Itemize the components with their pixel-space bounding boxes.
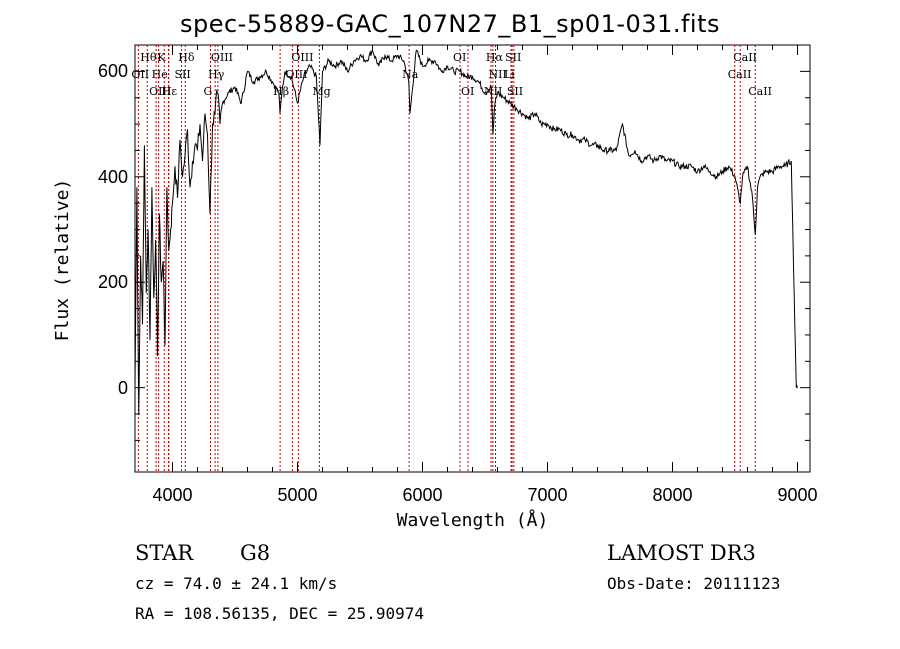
line-label: Na (402, 68, 419, 81)
y-axis-label: Flux (relative) (52, 178, 73, 342)
line-label: CaII (727, 68, 752, 81)
x-tick-label: 6000 (402, 485, 443, 505)
y-tick-label: 0 (117, 377, 128, 398)
line-label: OIII (210, 51, 233, 64)
line-label: OIII (291, 51, 314, 64)
line-label: Hθ (140, 51, 157, 64)
line-label: Mg (312, 85, 331, 98)
line-label: OI (453, 51, 467, 64)
coordinates: RA = 108.56135, DEC = 25.90974 (135, 604, 424, 623)
line-label: G (203, 85, 213, 98)
x-tick-label: 8000 (652, 485, 693, 505)
object-subclass: G8 (240, 541, 271, 565)
line-label: Li (504, 68, 515, 81)
x-tick-label: 5000 (277, 485, 318, 505)
plot-frame (134, 44, 811, 473)
line-label: OIII (285, 68, 308, 81)
obs-date: Obs-Date: 20111123 (607, 574, 781, 593)
x-tick-label: 9000 (777, 485, 818, 505)
y-tick-label: 200 (97, 272, 128, 293)
redshift-readout: cz = 74.0 ± 24.1 km/s (135, 574, 338, 593)
line-label: SII (505, 51, 522, 64)
line-label: H (161, 85, 172, 98)
chart-title: spec-55889-GAC_107N27_B1_sp01-031.fits (179, 10, 721, 38)
line-label: OII (131, 68, 150, 81)
line-label: Hε (161, 85, 178, 98)
x-axis-label: Wavelength (Å) (396, 510, 549, 531)
object-class: STAR (135, 541, 194, 565)
line-label: OIII (149, 85, 172, 98)
survey-name: LAMOST DR3 (607, 541, 756, 565)
flux-series-line (134, 49, 798, 415)
line-label: NII (488, 68, 507, 81)
line-label: Hγ (208, 68, 225, 81)
line-label: K (157, 51, 166, 64)
x-tick-label: 7000 (527, 485, 568, 505)
line-label: CaII (748, 85, 772, 98)
line-label: He (151, 68, 168, 81)
line-label: Hδ (178, 51, 195, 64)
y-tick-label: 600 (97, 61, 128, 82)
line-label: OI (461, 85, 475, 98)
line-label: SII (174, 68, 191, 81)
x-tick-label: 4000 (152, 485, 193, 505)
line-label: Hα (485, 51, 503, 64)
line-label: SII (506, 85, 524, 98)
line-label: NII (484, 85, 503, 98)
y-tick-label: 400 (97, 166, 128, 187)
line-label: Hβ (273, 85, 290, 98)
line-label: CaII (733, 51, 757, 64)
